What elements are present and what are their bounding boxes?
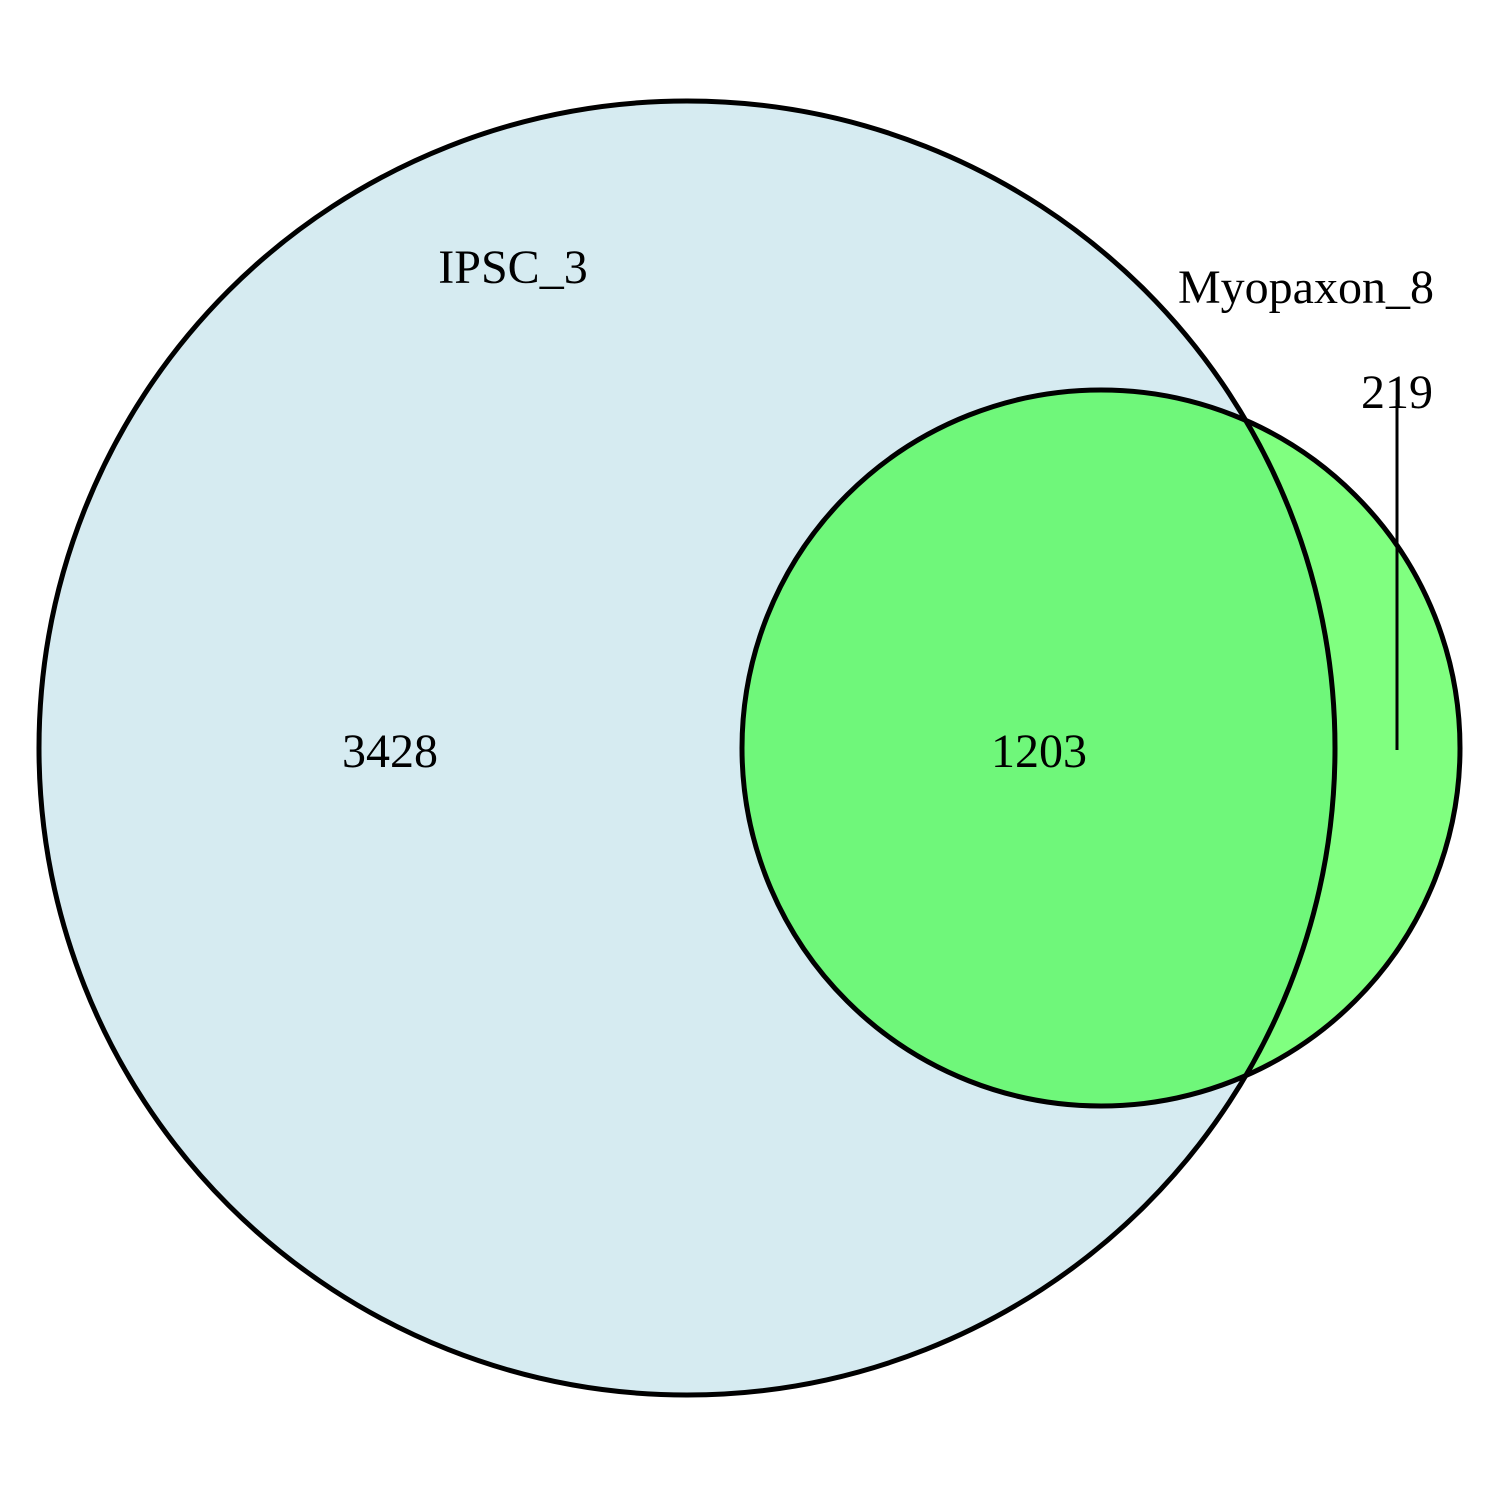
set-myopaxon8-outline [739, 387, 1463, 1109]
count-intersection: 1203 [991, 725, 1087, 778]
intersection-region [742, 390, 1335, 1106]
count-myopaxon8-only: 219 [1361, 366, 1433, 419]
set-ipsc3-outline [36, 98, 1338, 1398]
count-ipsc3-only: 3428 [342, 725, 438, 778]
set-label-ipsc3: IPSC_3 [438, 241, 587, 294]
set-label-myopaxon8: Myopaxon_8 [1178, 261, 1434, 314]
